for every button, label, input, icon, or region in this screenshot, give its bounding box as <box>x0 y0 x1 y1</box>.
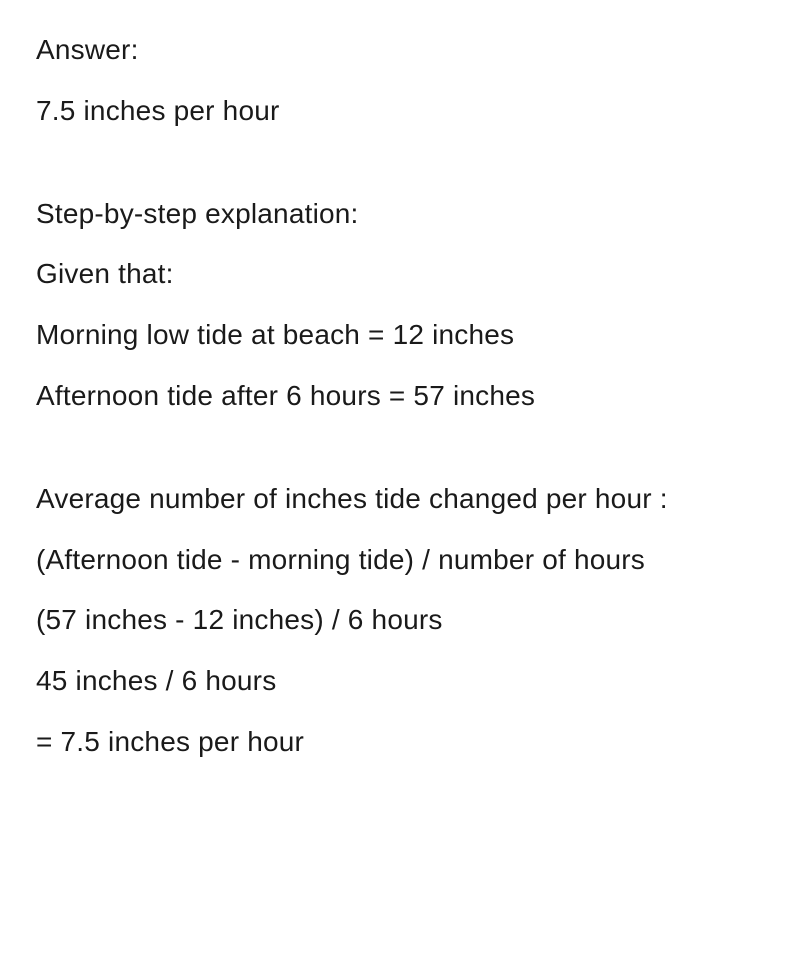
given-heading: Given that: <box>36 252 764 297</box>
calculation-formula: (Afternoon tide - morning tide) / number… <box>36 538 764 583</box>
calculation-step-2: 45 inches / 6 hours <box>36 659 764 704</box>
section-gap <box>36 150 764 192</box>
answer-value: 7.5 inches per hour <box>36 89 764 134</box>
calculation-step-1: (57 inches - 12 inches) / 6 hours <box>36 598 764 643</box>
given-line-2: Afternoon tide after 6 hours = 57 inches <box>36 374 764 419</box>
given-line-1: Morning low tide at beach = 12 inches <box>36 313 764 358</box>
section-gap <box>36 435 764 477</box>
explanation-heading: Step-by-step explanation: <box>36 192 764 237</box>
calculation-heading: Average number of inches tide changed pe… <box>36 477 764 522</box>
document-body: Answer: 7.5 inches per hour Step-by-step… <box>36 28 764 765</box>
answer-heading: Answer: <box>36 28 764 73</box>
calculation-result: = 7.5 inches per hour <box>36 720 764 765</box>
